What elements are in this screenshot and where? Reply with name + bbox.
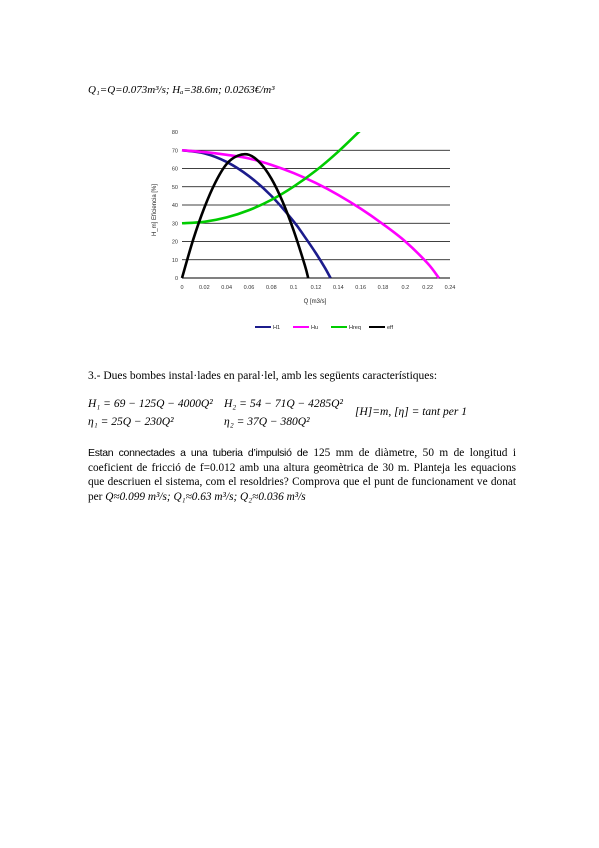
x-tick-label: 0.1 — [290, 285, 298, 291]
series-hreq-line — [181, 132, 361, 225]
x-tick-label: 0.14 — [333, 285, 344, 291]
y-tick-label: 0 — [175, 276, 178, 282]
legend-label: Hu — [311, 325, 318, 331]
x-axis-label: Q [m3/s] — [304, 299, 327, 305]
equation-eta1: η₁ = 25Q − 230Q² — [88, 416, 174, 428]
x-tick-label: 0.24 — [445, 285, 456, 291]
x-tick-label: 0.12 — [311, 285, 322, 291]
problem-lead: Estan connectades a una tuberia d’impuls… — [88, 447, 308, 459]
x-tick-label: 0.04 — [221, 285, 232, 291]
problem-heading: 3.- Dues bombes instal·lades en paral·le… — [88, 370, 438, 382]
x-tick-label: 0.08 — [266, 285, 277, 291]
y-tick-label: 20 — [172, 240, 178, 246]
x-tick-label: 0.16 — [355, 285, 366, 291]
problem-result: Q≈0.099 m³/s; Q₁≈0.63 m³/s; Q₂≈0.036 m³/… — [105, 490, 306, 503]
result-line: Q₁=Q=0.073m³/s; Hₐ=38.6m; 0.0263€/m³ — [88, 84, 275, 96]
y-tick-label: 10 — [172, 258, 178, 264]
x-tick-label: 0.18 — [378, 285, 389, 291]
problem-statement: Estan connectades a una tuberia d’impuls… — [88, 446, 516, 504]
x-tick-label: 0.06 — [244, 285, 255, 291]
y-tick-label: 40 — [172, 203, 178, 209]
y-tick-label: 80 — [172, 130, 178, 136]
equation-h2: H₂ = 54 − 71Q − 4285Q² — [224, 398, 343, 410]
legend-label: eff — [387, 325, 393, 331]
x-tick-label: 0 — [180, 285, 183, 291]
equation-h1: H₁ = 69 − 125Q − 4000Q² — [88, 398, 213, 410]
problem-body: 125 mm de diàmetre, 50 m de longitud i c… — [88, 447, 516, 503]
units-note: [H]=m, [η] = tant per 1 — [355, 406, 467, 418]
series-hu-line — [181, 148, 440, 279]
x-tick-label: 0.02 — [199, 285, 210, 291]
y-tick-label: 60 — [172, 167, 178, 173]
pump-curves-chart: 0 10 20 30 40 50 60 70 80 0 0.02 0.04 0.06 0.08 0.1 0.1… — [152, 130, 456, 331]
series-eff-line — [180, 152, 310, 279]
x-tick-label: 0.22 — [422, 285, 433, 291]
y-axis-label: H_m] Eficiencia [%] — [152, 184, 158, 236]
equation-eta2: η₂ = 37Q − 380Q² — [224, 416, 310, 428]
y-tick-label: 70 — [172, 148, 178, 154]
y-tick-label: 50 — [172, 185, 178, 191]
legend-label: H1 — [273, 325, 280, 331]
y-tick-label: 30 — [172, 221, 178, 227]
legend-label: Hreq — [349, 325, 361, 331]
series-h1-line — [181, 148, 332, 279]
x-tick-label: 0.2 — [402, 285, 410, 291]
